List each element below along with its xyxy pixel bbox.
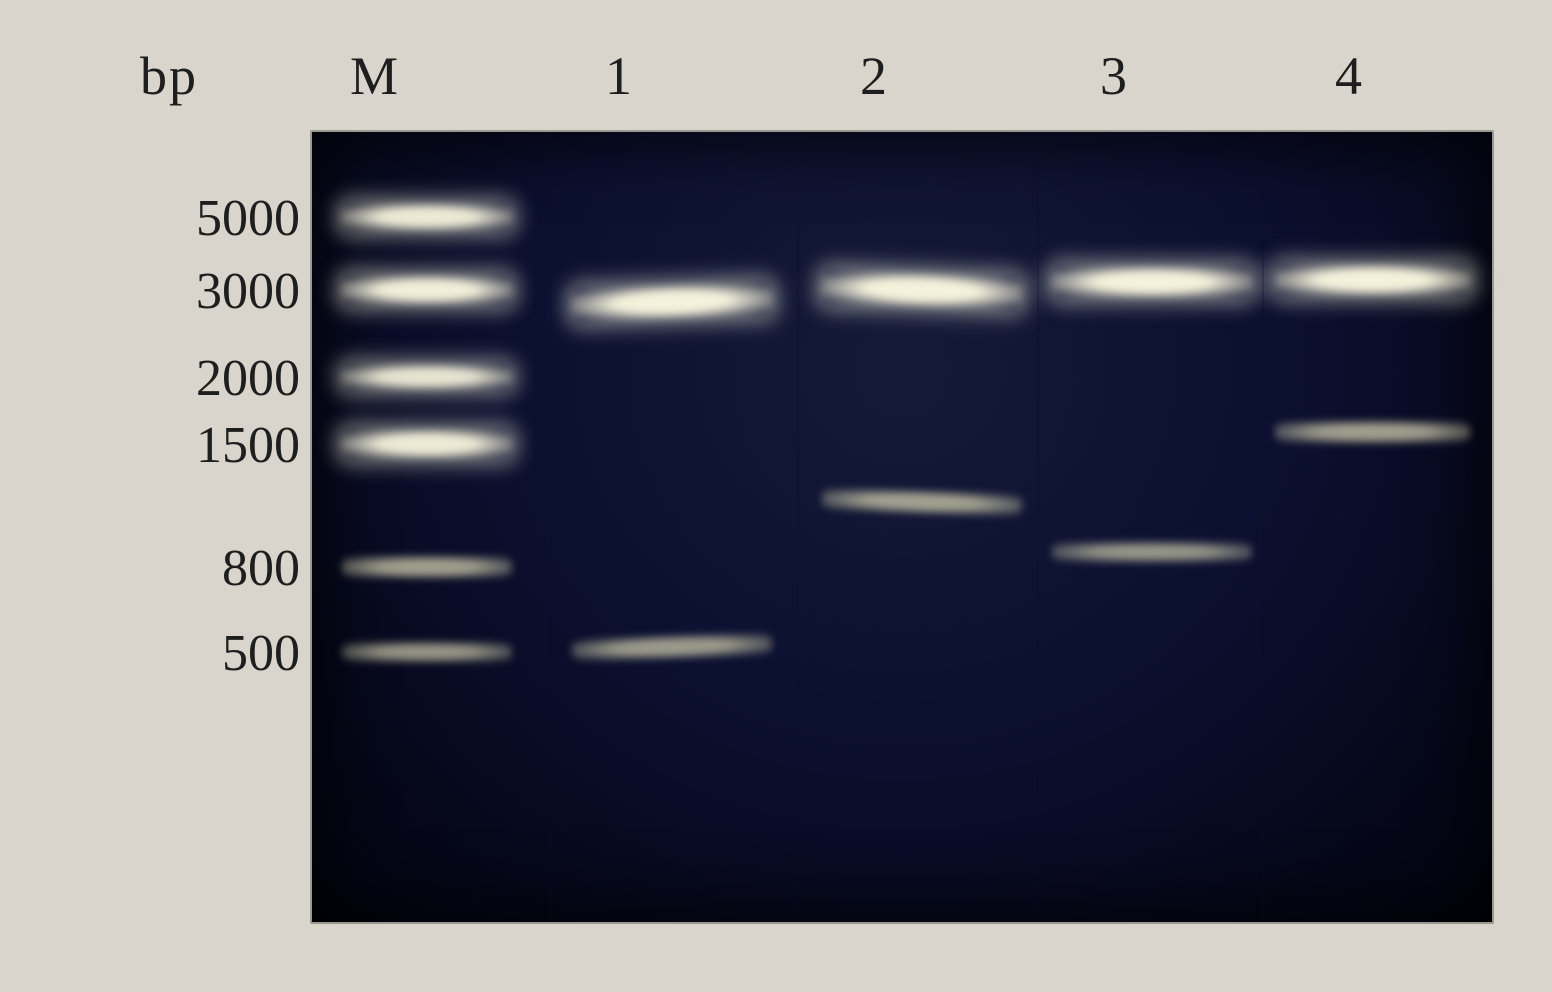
bp-label-1500: 1500 [196,416,300,475]
lane-divider [797,132,799,922]
marker-band-0 [342,203,512,231]
bp-label-500: 500 [222,624,300,683]
lane-divider [550,132,552,922]
lane-4-band-0 [1275,264,1470,296]
marker-band-3 [342,429,512,459]
lane-label-3: 3 [1100,45,1129,107]
marker-band-4 [342,556,512,578]
bp-label-800: 800 [222,539,300,598]
lane-1-band-1 [572,633,773,662]
lane-1-band-0 [571,282,772,323]
lane-divider [1262,132,1264,922]
lane-divider [1037,132,1039,922]
lane-3-band-0 [1052,266,1252,298]
gel-image [310,130,1494,924]
lane-label-1: 1 [605,45,634,107]
marker-band-2 [342,364,512,390]
lane-label-4: 4 [1335,45,1364,107]
lane-label-M: M [350,45,400,107]
gel-figure: bp M 1 2 3 4 5000 3000 2000 1500 800 500 [50,10,1510,970]
bp-label-3000: 3000 [196,262,300,321]
bp-label-5000: 5000 [196,189,300,248]
marker-band-1 [342,275,512,305]
lane-4-band-1 [1275,421,1470,443]
lane-label-2: 2 [860,45,889,107]
bp-unit-label: bp [140,45,198,107]
bp-label-2000: 2000 [196,349,300,408]
lane-2-band-1 [822,488,1023,517]
lane-3-band-1 [1052,542,1252,562]
marker-band-5 [342,642,512,662]
lane-2-band-0 [821,270,1022,311]
